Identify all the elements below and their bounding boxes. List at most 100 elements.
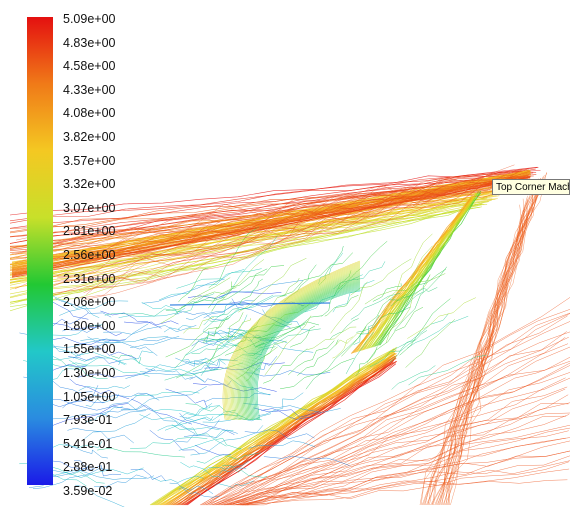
color-scale-label: 1.05e+00	[63, 389, 116, 404]
contour-line	[248, 282, 361, 421]
contour-line	[400, 275, 431, 313]
contour-line	[249, 283, 361, 421]
contour-line	[245, 468, 570, 506]
contour-line	[9, 175, 527, 229]
contour-line	[196, 452, 261, 464]
contour-line	[222, 465, 268, 478]
contour-line	[180, 361, 394, 506]
contour-line	[163, 325, 192, 333]
color-scale-label: 1.30e+00	[63, 366, 116, 380]
contour-line	[219, 372, 570, 506]
contour-line	[139, 414, 220, 431]
contour-line	[179, 412, 235, 435]
contour-line	[202, 329, 243, 336]
contour-line	[210, 337, 566, 506]
contour-line	[183, 293, 215, 313]
contour-line	[27, 174, 528, 259]
contour-line	[178, 430, 234, 451]
color-scale-label: 2.31e+00	[63, 271, 116, 286]
contour-line	[201, 309, 570, 506]
contour-line	[111, 354, 142, 365]
contour-line	[237, 273, 361, 421]
contour-line	[68, 356, 121, 364]
contour-line	[289, 325, 316, 348]
contour-line	[239, 274, 361, 421]
contour-line	[145, 368, 194, 380]
contour-line	[178, 358, 396, 506]
contour-line	[372, 283, 402, 302]
contour-line	[232, 268, 361, 421]
contour-lines	[9, 164, 570, 507]
contour-line	[253, 407, 321, 418]
contour-line	[64, 443, 109, 459]
color-scale-label: 2.81e+00	[63, 224, 116, 239]
contour-line	[99, 404, 154, 415]
contour-line	[223, 261, 361, 421]
contour-line	[169, 302, 331, 306]
contour-line	[180, 461, 223, 479]
contour-line	[215, 437, 242, 450]
contour-line	[297, 339, 339, 376]
contour-line	[240, 275, 361, 421]
contour-line	[306, 326, 357, 351]
contour-line	[448, 213, 528, 506]
color-scale-label: 3.82e+00	[63, 130, 116, 144]
contour-line	[254, 287, 361, 421]
contour-line	[231, 265, 285, 288]
contour-line	[385, 274, 431, 343]
contour-line	[153, 350, 394, 506]
contour-line	[247, 281, 361, 421]
contour-line	[86, 179, 514, 261]
color-scale-label: 3.32e+00	[63, 177, 116, 192]
contour-line	[127, 402, 196, 435]
contour-line	[131, 398, 193, 425]
contour-line	[192, 359, 226, 373]
contour-line	[94, 474, 154, 487]
contour-line	[171, 356, 394, 506]
contour-line	[123, 320, 179, 326]
contour-line	[171, 424, 227, 447]
contour-line	[187, 291, 282, 299]
contour-line	[353, 195, 474, 354]
contour-line	[134, 391, 200, 396]
contour-line	[243, 278, 361, 421]
contour-line	[244, 429, 315, 440]
contour-line	[443, 199, 534, 506]
contour-line	[28, 463, 92, 488]
contour-line	[232, 424, 570, 506]
contour-line	[141, 301, 179, 315]
contour-line	[356, 306, 411, 333]
contour-line	[50, 358, 108, 379]
contour-line	[68, 359, 150, 377]
contour-line	[69, 378, 130, 400]
contour-line	[350, 292, 401, 320]
contour-line	[430, 183, 542, 506]
contour-line	[238, 278, 263, 305]
contour-line	[59, 300, 129, 316]
contour-line	[52, 337, 126, 345]
contour-line	[211, 268, 268, 312]
contour-line	[11, 175, 531, 275]
contour-line	[44, 187, 512, 299]
contour-line	[391, 313, 449, 351]
contour-line	[158, 353, 395, 506]
contour-line	[438, 198, 528, 506]
contour-line	[407, 297, 477, 339]
contour-line	[332, 336, 353, 359]
contour-line	[391, 365, 436, 390]
contour-line	[215, 360, 570, 506]
contour-line	[169, 354, 398, 506]
contour-line	[241, 455, 570, 506]
contour-line	[218, 259, 265, 304]
contour-line	[450, 204, 524, 506]
contour-line	[62, 385, 99, 409]
contour-line	[237, 437, 570, 506]
contour-line	[183, 317, 214, 334]
color-scale-label: 1.55e+00	[63, 342, 116, 357]
contour-line	[15, 168, 528, 263]
contour-line	[165, 296, 226, 311]
contour-line	[44, 356, 101, 382]
contour-line	[15, 179, 524, 241]
color-scale-label: 1.80e+00	[63, 318, 116, 333]
contour-line	[154, 351, 396, 506]
